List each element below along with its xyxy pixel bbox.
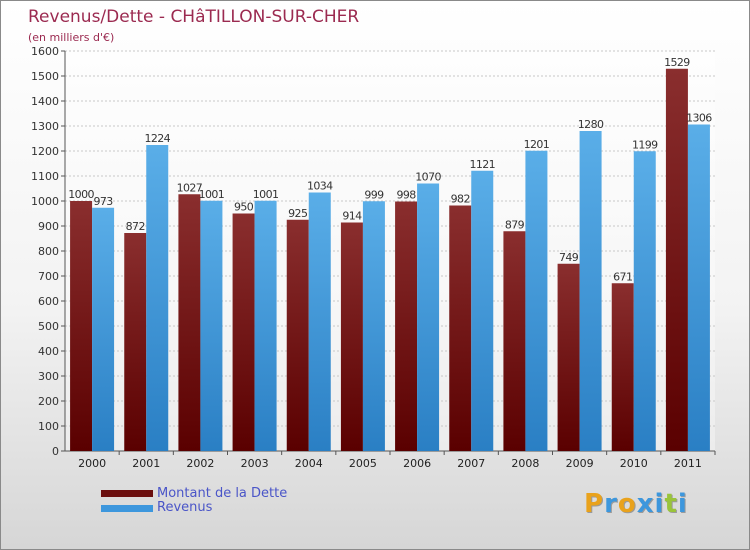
revenue-value-label: 1280 [578, 118, 604, 131]
revenue-bar [471, 170, 494, 451]
y-tick-label: 200 [38, 395, 59, 408]
y-tick-label: 500 [38, 320, 59, 333]
x-tick-label: 2009 [566, 457, 594, 470]
revenue-bar [525, 150, 548, 451]
y-tick-label: 600 [38, 295, 59, 308]
revenue-bar [687, 124, 710, 451]
debt-bar [449, 205, 472, 451]
debt-bar [286, 219, 309, 451]
revenue-value-label: 1199 [632, 138, 658, 151]
y-tick-label: 1600 [31, 45, 59, 58]
revenue-bar [308, 192, 331, 451]
y-tick-label: 400 [38, 345, 59, 358]
debt-bar [665, 68, 688, 451]
debt-bar [557, 263, 580, 451]
revenue-bar [92, 207, 115, 451]
revenue-bar [417, 183, 440, 451]
debt-bar [124, 233, 147, 451]
x-tick-label: 2000 [78, 457, 106, 470]
revenue-value-label: 1034 [307, 180, 333, 193]
revenue-value-label: 1001 [253, 188, 279, 201]
debt-bar [503, 231, 526, 451]
debt-value-label: 950 [234, 201, 254, 214]
revenue-bar [362, 201, 385, 451]
debt-bar [232, 213, 255, 451]
debt-bar [395, 201, 418, 451]
y-tick-label: 1400 [31, 95, 59, 108]
x-tick-label: 2007 [457, 457, 485, 470]
revenue-value-label: 1201 [524, 138, 550, 151]
x-tick-label: 2005 [349, 457, 377, 470]
proxiti-logo: Proxiti [584, 489, 688, 519]
legend-label-debt: Montant de la Dette [157, 486, 288, 501]
debt-value-label: 1529 [664, 56, 690, 69]
revenue-bar [254, 200, 277, 451]
y-tick-label: 0 [52, 445, 59, 458]
debt-value-label: 1000 [68, 188, 94, 201]
x-tick-label: 2006 [403, 457, 431, 470]
debt-value-label: 1027 [177, 181, 203, 194]
chart-subtitle: (en milliers d'€) [28, 31, 115, 44]
y-tick-label: 300 [38, 370, 59, 383]
debt-value-label: 749 [559, 251, 579, 264]
legend-label-revenue: Revenus [157, 500, 213, 515]
debt-value-label: 914 [342, 210, 362, 223]
x-tick-label: 2011 [674, 457, 702, 470]
y-tick-label: 700 [38, 270, 59, 283]
y-tick-label: 800 [38, 245, 59, 258]
y-tick-label: 1300 [31, 120, 59, 133]
revenue-bar [146, 145, 169, 451]
y-tick-label: 1100 [31, 170, 59, 183]
x-tick-label: 2010 [620, 457, 648, 470]
revenue-value-label: 1224 [144, 132, 170, 145]
revenue-value-label: 999 [364, 188, 384, 201]
revenue-bar [579, 131, 602, 451]
revenue-value-label: 1306 [686, 112, 712, 125]
x-tick-label: 2004 [295, 457, 323, 470]
y-tick-label: 1500 [31, 70, 59, 83]
revenue-value-label: 973 [93, 195, 113, 208]
x-tick-label: 2008 [511, 457, 539, 470]
debt-bar [178, 194, 201, 451]
x-tick-label: 2001 [132, 457, 160, 470]
y-tick-label: 900 [38, 220, 59, 233]
debt-value-label: 925 [288, 207, 308, 220]
revenue-value-label: 1070 [415, 171, 441, 184]
debt-value-label: 879 [505, 218, 525, 231]
x-tick-label: 2002 [186, 457, 214, 470]
debt-value-label: 998 [396, 189, 416, 202]
chart-title: Revenus/Dette - CHâTILLON-SUR-CHER [28, 7, 360, 27]
x-tick-label: 2003 [241, 457, 269, 470]
debt-value-label: 671 [613, 270, 632, 283]
debt-bar [70, 201, 93, 451]
y-tick-label: 100 [38, 420, 59, 433]
revenue-bar [200, 200, 223, 451]
debt-value-label: 982 [451, 193, 470, 206]
debt-value-label: 872 [126, 220, 145, 233]
legend-swatch-revenue [101, 505, 153, 512]
revenue-value-label: 1121 [469, 158, 495, 171]
revenue-value-label: 1001 [199, 188, 225, 201]
debt-bar [340, 222, 363, 451]
y-tick-label: 1200 [31, 145, 59, 158]
legend-swatch-debt [101, 490, 153, 497]
y-tick-label: 1000 [31, 195, 59, 208]
revenue-bar [633, 151, 656, 451]
debt-bar [611, 283, 634, 451]
